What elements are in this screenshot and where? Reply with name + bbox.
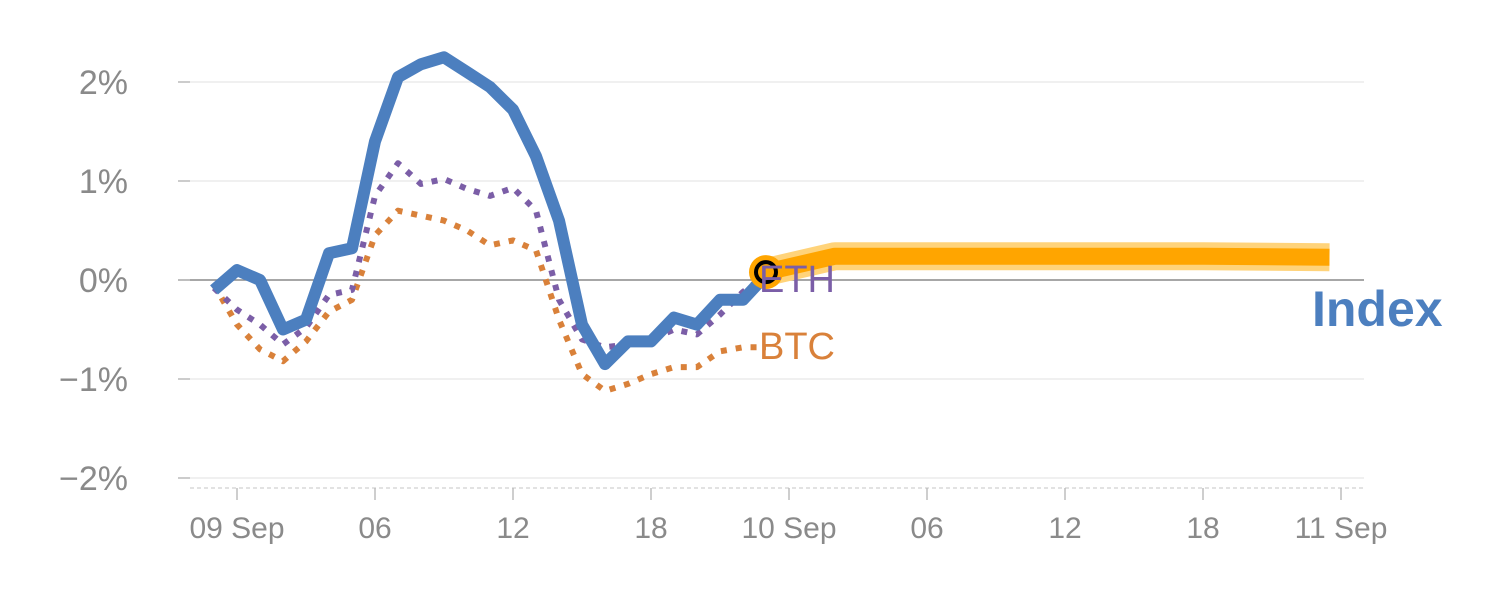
- eth-series-line: [211, 160, 768, 351]
- y-tick-label: −2%: [59, 460, 128, 498]
- index-series-label: Index: [1312, 281, 1443, 337]
- y-tick-label: 1%: [79, 163, 128, 201]
- x-tick-label: 12: [496, 512, 529, 545]
- x-tick-label: 18: [1186, 512, 1219, 545]
- x-tick-label: 06: [358, 512, 391, 545]
- x-tick-label: 12: [1048, 512, 1081, 545]
- y-tick-label: 0%: [79, 262, 128, 300]
- x-tick-label: 06: [910, 512, 943, 545]
- btc-series-label: BTC: [759, 326, 835, 368]
- x-tick-label: 11 Sep: [1295, 512, 1388, 545]
- index-series-line: [210, 51, 771, 371]
- forecast-band-line: [764, 247, 1330, 281]
- x-tick-label: 10 Sep: [741, 512, 836, 545]
- x-tick-label: 18: [634, 512, 667, 545]
- series-lines: [210, 51, 1330, 394]
- current-point-ring: [754, 260, 778, 285]
- btc-series-line: [211, 207, 766, 394]
- current-point-marker: [749, 255, 783, 290]
- series-labels: ETH BTC Index: [759, 259, 1443, 368]
- axes: 2% 1% 0% −1% −2% 09 Sep 06 12 18 10 Sep 06 12 18 11 S…: [59, 64, 1387, 545]
- x-tick-label: 09 Sep: [189, 512, 284, 545]
- eth-series-label: ETH: [759, 259, 835, 301]
- y-tick-label: 2%: [79, 64, 128, 102]
- y-tick-label: −1%: [59, 361, 128, 399]
